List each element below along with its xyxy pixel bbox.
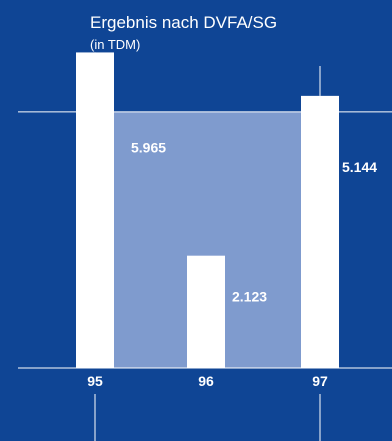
bars-layer (76, 52, 339, 369)
chart-subtitle: (in TDM) (90, 37, 140, 52)
tick-label-95: 95 (87, 373, 103, 389)
tick-label-97: 97 (312, 373, 328, 389)
bar-95 (76, 52, 114, 369)
chart-title: Ergebnis nach DVFA/SG (90, 13, 277, 32)
bar-96 (187, 255, 225, 368)
value-labels-layer: 5.965 2.123 5.144 (131, 139, 377, 304)
bar-97 (301, 95, 339, 368)
tick-labels-layer: 95 96 97 (87, 373, 328, 389)
value-label-95: 5.965 (131, 139, 166, 155)
value-label-97: 5.144 (342, 159, 377, 175)
value-label-96: 2.123 (232, 289, 267, 305)
tick-label-96: 96 (198, 373, 214, 389)
